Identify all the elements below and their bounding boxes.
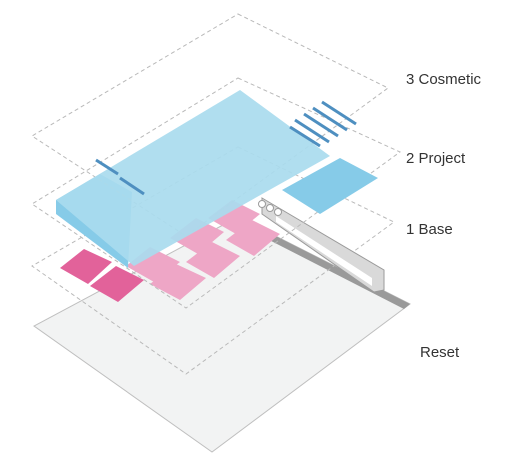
base-window-frame [258, 197, 385, 293]
cosmetic-layer-outline [31, 13, 389, 237]
layer-label-reset: Reset [420, 344, 460, 361]
stripe-lines-icon [289, 100, 357, 148]
base-tile [90, 266, 144, 302]
base-tile [60, 249, 112, 284]
layer-label-base: 1 Base [406, 221, 453, 238]
scrollbar-track [276, 216, 372, 286]
base-tile [170, 218, 224, 254]
layer-label-project: 2 Project [406, 150, 466, 167]
window-button-icon [258, 200, 266, 208]
base-tile [150, 264, 206, 300]
window-button-icon [274, 208, 282, 216]
cosmetic-left-stripes [95, 158, 145, 196]
cosmetic-sheet [56, 90, 330, 266]
layer-label-cosmetic: 3 Cosmetic [406, 71, 482, 88]
window-button-icon [266, 204, 274, 212]
base-tile [186, 242, 240, 278]
base-tile [226, 220, 280, 256]
project-side-panel [282, 158, 378, 214]
